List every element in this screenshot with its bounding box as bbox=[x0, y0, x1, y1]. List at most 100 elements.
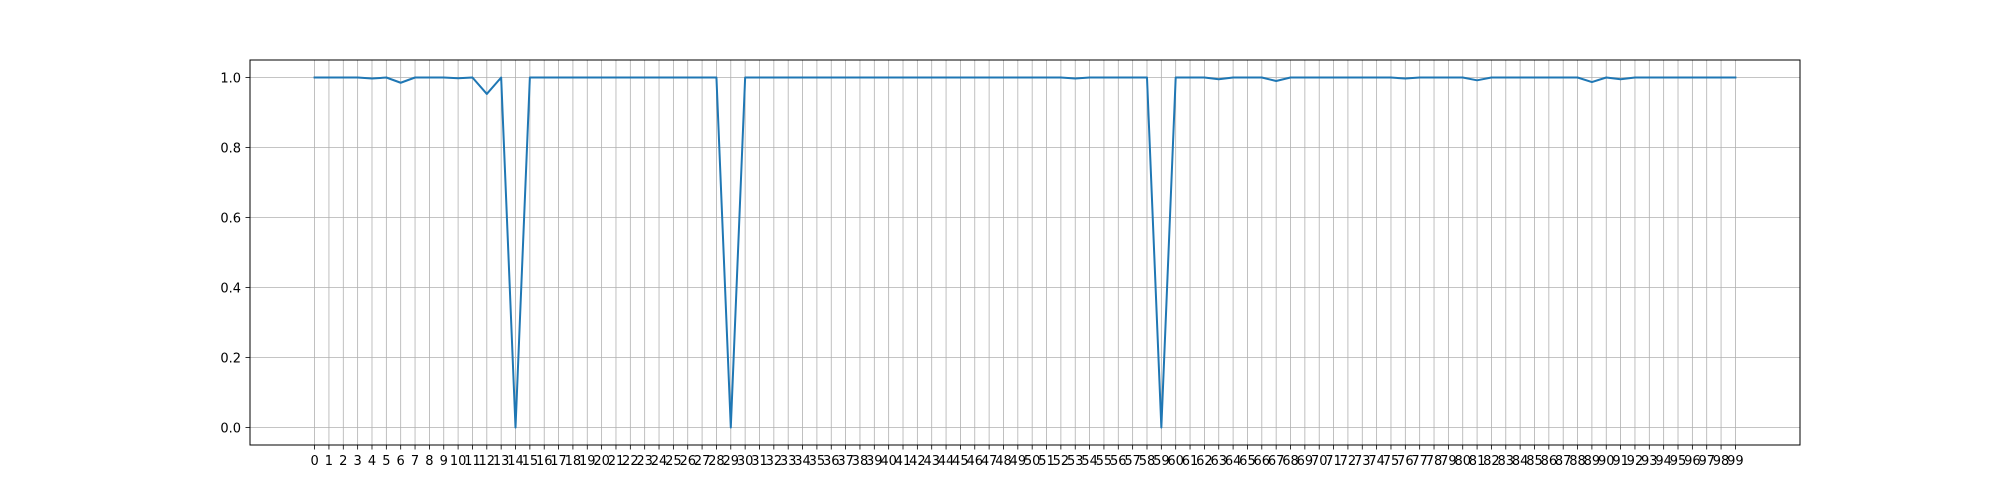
x-tick-label: 78 bbox=[1426, 454, 1443, 469]
x-tick-label: 66 bbox=[1254, 454, 1271, 469]
x-tick-label: 60 bbox=[1167, 454, 1184, 469]
x-tick-label: 34 bbox=[794, 454, 811, 469]
x-tick-label: 33 bbox=[780, 454, 797, 469]
x-tick-label: 57 bbox=[1124, 454, 1141, 469]
x-tick-label: 92 bbox=[1627, 454, 1644, 469]
x-tick-label: 84 bbox=[1512, 454, 1529, 469]
x-tick-label: 55 bbox=[1096, 454, 1113, 469]
x-tick-label: 45 bbox=[952, 454, 969, 469]
x-tick-label: 77 bbox=[1411, 454, 1428, 469]
x-tick-label: 15 bbox=[522, 454, 539, 469]
series-group bbox=[313, 76, 1737, 429]
x-tick-label: 83 bbox=[1498, 454, 1515, 469]
x-tick-label: 89 bbox=[1584, 454, 1601, 469]
x-tick-label: 49 bbox=[1010, 454, 1027, 469]
x-tick-label: 47 bbox=[981, 454, 998, 469]
x-tick-label: 17 bbox=[550, 454, 567, 469]
x-tick-label: 38 bbox=[852, 454, 869, 469]
x-tick-label: 93 bbox=[1641, 454, 1658, 469]
x-tick-label: 79 bbox=[1440, 454, 1457, 469]
x-tick-label: 18 bbox=[565, 454, 582, 469]
y-tick-label: 0.0 bbox=[220, 422, 241, 437]
x-tick-label: 61 bbox=[1182, 454, 1199, 469]
x-tick-label: 56 bbox=[1110, 454, 1127, 469]
x-tick-label: 3 bbox=[353, 454, 361, 469]
x-tick-label: 69 bbox=[1297, 454, 1314, 469]
y-tick-label: 0.2 bbox=[220, 352, 241, 367]
x-tick-label: 40 bbox=[880, 454, 897, 469]
x-tick-label: 85 bbox=[1526, 454, 1543, 469]
x-tick-label: 70 bbox=[1311, 454, 1328, 469]
x-tick-label: 13 bbox=[493, 454, 510, 469]
x-tick-label: 25 bbox=[665, 454, 682, 469]
x-tick-label: 67 bbox=[1268, 454, 1285, 469]
x-tick-label: 5 bbox=[382, 454, 390, 469]
x-tick-label: 91 bbox=[1612, 454, 1629, 469]
x-tick-label: 97 bbox=[1698, 454, 1715, 469]
x-tick-label: 62 bbox=[1196, 454, 1213, 469]
x-tick-label: 1 bbox=[325, 454, 333, 469]
x-tick-label: 32 bbox=[766, 454, 783, 469]
x-tick-label: 35 bbox=[809, 454, 826, 469]
x-tick-label: 94 bbox=[1655, 454, 1672, 469]
x-tick-label: 14 bbox=[507, 454, 524, 469]
x-tick-label: 88 bbox=[1569, 454, 1586, 469]
x-axis: 0 1 2 3 4 5 6 7 8 9 101112131415161718192021222324… bbox=[310, 445, 1744, 469]
x-tick-label: 65 bbox=[1239, 454, 1256, 469]
x-tick-label: 95 bbox=[1670, 454, 1687, 469]
y-tick-label: 0.8 bbox=[220, 142, 241, 157]
x-tick-label: 22 bbox=[622, 454, 639, 469]
x-tick-label: 72 bbox=[1340, 454, 1357, 469]
x-tick-label: 11 bbox=[464, 454, 481, 469]
x-tick-label: 87 bbox=[1555, 454, 1572, 469]
x-tick-label: 48 bbox=[995, 454, 1012, 469]
x-tick-label: 59 bbox=[1153, 454, 1170, 469]
x-tick-label: 21 bbox=[608, 454, 625, 469]
x-tick-label: 53 bbox=[1067, 454, 1084, 469]
grid-lines bbox=[250, 60, 1800, 445]
x-tick-label: 20 bbox=[593, 454, 610, 469]
x-tick-label: 44 bbox=[938, 454, 955, 469]
series-line-0 bbox=[313, 76, 1737, 429]
x-tick-label: 28 bbox=[708, 454, 725, 469]
x-tick-label: 7 bbox=[411, 454, 419, 469]
x-tick-label: 76 bbox=[1397, 454, 1414, 469]
x-tick-label: 0 bbox=[310, 454, 318, 469]
x-tick-label: 52 bbox=[1053, 454, 1070, 469]
x-tick-label: 12 bbox=[479, 454, 496, 469]
x-tick-label: 23 bbox=[636, 454, 653, 469]
x-tick-label: 90 bbox=[1598, 454, 1615, 469]
x-tick-label: 50 bbox=[1024, 454, 1041, 469]
x-tick-label: 64 bbox=[1225, 454, 1242, 469]
x-tick-label: 41 bbox=[895, 454, 912, 469]
x-tick-label: 9 bbox=[440, 454, 448, 469]
x-tick-label: 98 bbox=[1713, 454, 1730, 469]
plot-area-frame bbox=[249, 59, 1801, 446]
y-axis: 0.0 0.2 0.4 0.6 0.8 1.0 bbox=[220, 72, 250, 437]
y-tick-label: 0.4 bbox=[220, 282, 241, 297]
x-tick-label: 99 bbox=[1727, 454, 1744, 469]
x-tick-label: 31 bbox=[751, 454, 768, 469]
x-tick-label: 24 bbox=[651, 454, 668, 469]
x-tick-label: 39 bbox=[866, 454, 883, 469]
x-tick-label: 2 bbox=[339, 454, 347, 469]
x-tick-label: 6 bbox=[397, 454, 405, 469]
x-tick-label: 54 bbox=[1081, 454, 1098, 469]
x-tick-label: 43 bbox=[923, 454, 940, 469]
x-tick-label: 86 bbox=[1541, 454, 1558, 469]
x-tick-label: 19 bbox=[579, 454, 596, 469]
x-tick-label: 71 bbox=[1325, 454, 1342, 469]
y-tick-label: 0.6 bbox=[220, 212, 241, 227]
x-tick-label: 63 bbox=[1210, 454, 1227, 469]
x-tick-label: 46 bbox=[966, 454, 983, 469]
x-tick-label: 27 bbox=[694, 454, 711, 469]
x-tick-label: 75 bbox=[1383, 454, 1400, 469]
x-tick-label: 8 bbox=[425, 454, 433, 469]
x-tick-label: 58 bbox=[1139, 454, 1156, 469]
x-tick-label: 80 bbox=[1454, 454, 1471, 469]
x-tick-label: 42 bbox=[909, 454, 926, 469]
x-tick-label: 26 bbox=[679, 454, 696, 469]
y-tick-label: 1.0 bbox=[220, 72, 241, 87]
